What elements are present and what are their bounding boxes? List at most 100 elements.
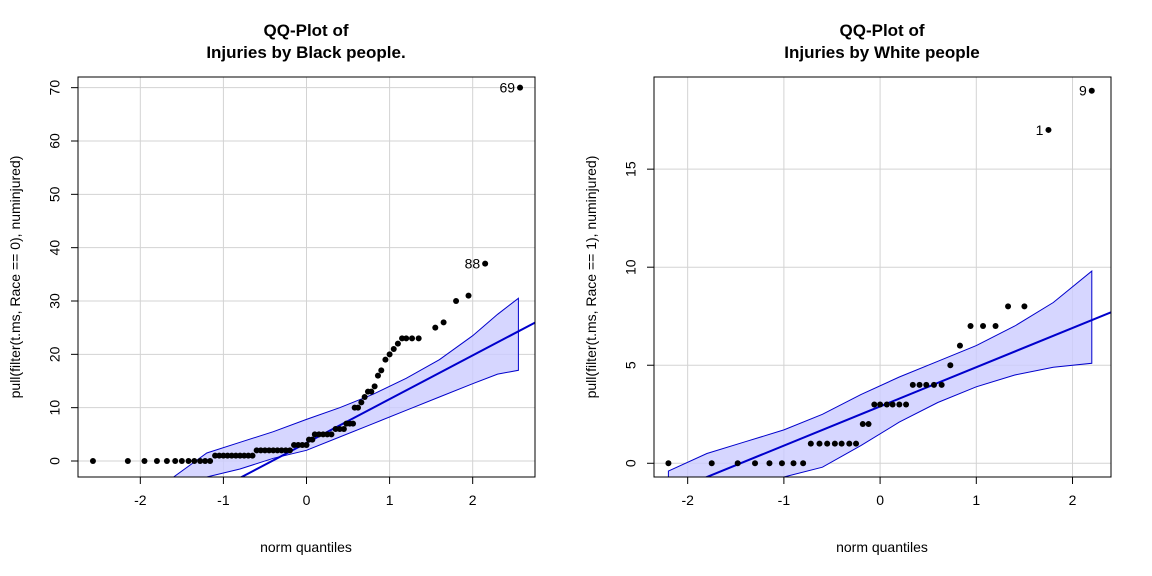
plot-frame [77,76,536,478]
x-tick-label: 2 [469,492,477,508]
data-point [324,431,331,438]
x-tick-label: -2 [134,492,147,508]
data-point [517,84,524,91]
chart-title-line-1: QQ-Plot of [264,21,349,40]
data-point [440,319,447,326]
data-point [368,388,375,395]
confidence-band [172,297,519,477]
data-point [378,367,385,374]
data-point [865,421,872,428]
data-point [916,381,923,388]
qq-plot-black: QQ-Plot of Injuries by Black people. 88 6… [7,21,536,555]
data-point [202,458,209,464]
y-tick-label: 0 [47,457,63,465]
data-point [390,346,397,352]
data-point [967,323,974,330]
y-axis-label: pull(filter(t.ms, Race == 0), numinjured… [7,156,23,399]
data-point [220,452,227,459]
data-point [286,447,293,454]
x-tick-label: 0 [303,492,311,508]
data-point [191,458,198,464]
data-point [172,458,179,464]
data-point [207,458,214,464]
data-point [270,447,277,454]
y-tick-label: 50 [47,186,63,202]
data-point [320,431,327,438]
clipped-layer [665,87,1111,477]
data-point [896,401,903,408]
data-point [877,401,884,408]
chart-title-line-1: QQ-Plot of [840,21,925,40]
data-point [790,460,797,467]
data-point [807,440,814,447]
data-point [708,460,715,467]
data-point [831,440,838,447]
x-tick-label: 0 [876,492,884,508]
x-axis-label: norm quantiles [260,539,352,555]
data-point [665,460,672,467]
data-point [299,442,306,448]
data-point [185,458,192,464]
y-tick-label: 10 [47,400,63,416]
data-point [358,399,365,406]
data-point [923,381,930,388]
data-point [409,335,416,342]
data-point [956,342,963,349]
data-point [224,452,231,459]
data-point [992,323,999,330]
data-point [332,426,339,432]
data-point [197,458,204,464]
data-point [859,421,866,428]
data-point [374,372,381,379]
data-point [336,426,343,432]
y-tick-label: 5 [623,361,639,369]
point-annotation: 69 [499,80,515,96]
data-point [237,452,244,459]
clipped-layer [89,84,535,477]
data-point [853,440,860,447]
data-point [838,440,845,447]
y-tick-label: 10 [623,259,639,275]
data-point [241,452,248,459]
data-point [249,452,256,459]
data-point [361,394,368,400]
data-point [752,460,759,467]
data-point [883,401,890,408]
data-point [1088,87,1095,94]
data-point [295,442,302,448]
x-tick-label: 1 [972,492,980,508]
data-point [415,335,422,342]
data-point [778,460,785,467]
data-point [386,351,393,358]
data-point [403,335,410,342]
data-point [1021,303,1028,310]
y-tick-label: 60 [47,133,63,149]
data-point [399,335,406,342]
data-point [371,383,378,390]
data-point [394,340,401,347]
x-tick-label: 2 [1069,492,1077,508]
y-tick-label: 15 [623,161,639,177]
x-tick-label: 1 [386,492,394,508]
data-point [278,447,285,454]
confidence-band [667,270,1093,477]
qq-plot-white: QQ-Plot of Injuries by White people 1 9 -2… [583,21,1112,555]
chart-title-line-2: Injuries by Black people. [206,43,405,62]
data-point [124,458,131,464]
data-point [216,452,223,459]
y-tick-label: 30 [47,293,63,309]
data-point [253,447,260,454]
data-point [938,381,945,388]
data-point [824,440,831,447]
x-tick-label: -1 [217,492,230,508]
data-point [980,323,987,330]
data-point [163,458,170,464]
point-annotation: 88 [465,256,481,272]
data-point [266,447,273,454]
data-point [816,440,823,447]
data-point [291,442,298,448]
data-point [482,260,489,267]
data-point [909,381,916,388]
y-tick-label: 20 [47,346,63,362]
data-point [465,292,472,299]
